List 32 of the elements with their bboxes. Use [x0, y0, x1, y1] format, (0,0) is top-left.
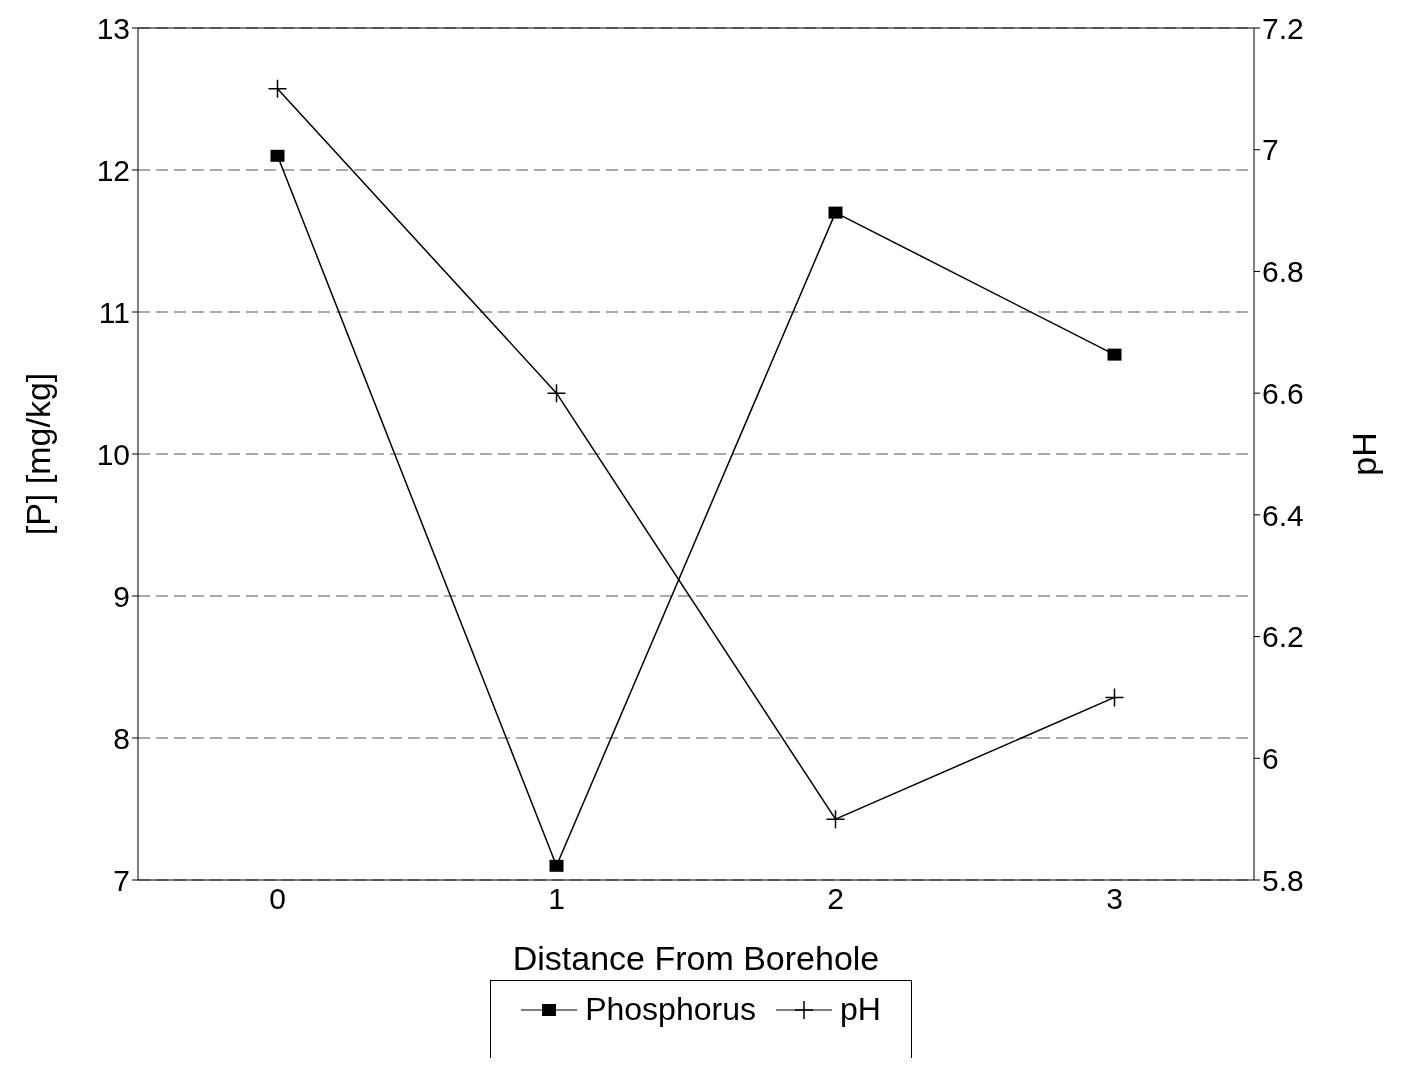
y-tick-label: 11	[98, 295, 130, 329]
y2-tick-label: 6.8	[1262, 255, 1304, 289]
point	[1104, 687, 1125, 708]
y2-tick-label: 7	[1262, 133, 1279, 167]
y2-tick-label: 6.6	[1262, 376, 1304, 410]
y2-axis-title: pH	[1345, 432, 1384, 476]
x-tick-label: 3	[1106, 882, 1123, 916]
y-tick-label: 10	[96, 437, 130, 471]
x-tick-label: 1	[548, 882, 565, 916]
legend-label: pH	[839, 991, 881, 1028]
y2-tick-label: 6.2	[1262, 620, 1304, 654]
y-tick-label: 9	[113, 579, 130, 613]
y-axis-title: [P] [mg/kg]	[19, 372, 58, 536]
y2-tick-label: 5.8	[1262, 863, 1304, 897]
y-tick-label: 8	[113, 721, 130, 755]
y-tick-label: 13	[96, 11, 130, 45]
x-tick-label: 2	[827, 882, 844, 916]
y2-tick-label: 6.4	[1262, 498, 1304, 532]
point	[549, 859, 564, 872]
point	[1107, 348, 1122, 361]
point	[828, 206, 843, 219]
x-axis-title: Distance From Borehole	[512, 939, 880, 977]
point	[825, 809, 846, 829]
point	[267, 79, 288, 99]
y2-tick-label: 6	[1262, 741, 1279, 775]
point	[270, 149, 285, 162]
y-tick-label: 7	[113, 863, 130, 897]
x-tick-label: 0	[269, 882, 286, 916]
legend-label: Phosphorus	[585, 991, 756, 1028]
y2-tick-label: 7.2	[1262, 11, 1304, 45]
point	[546, 383, 567, 403]
y-tick-label: 12	[96, 153, 130, 187]
